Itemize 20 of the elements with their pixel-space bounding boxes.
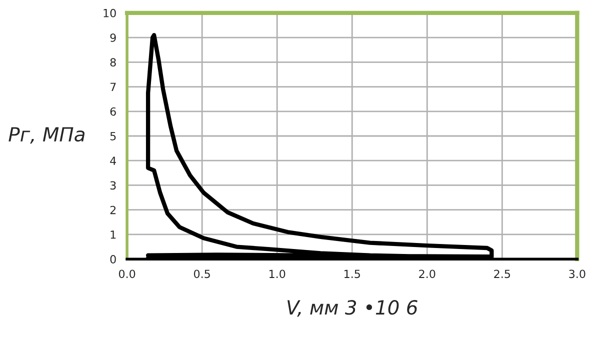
y-tick-label: 0: [110, 255, 116, 264]
x-tick-label: 2.5: [494, 270, 510, 278]
y-tick-label: 9: [110, 34, 116, 42]
y-tick-label: 8: [110, 58, 116, 67]
y-tick-label: 10: [104, 8, 116, 18]
y-tick-label: 5: [110, 132, 116, 140]
x-tick-label: 2.0: [419, 270, 436, 278]
y-tick-label: 3: [110, 181, 116, 190]
x-tick-label: 1.0: [269, 270, 286, 278]
y-tick-label: 7: [110, 82, 116, 91]
y-tick-label: 1: [110, 230, 116, 239]
y-tick-label: 6: [110, 107, 116, 116]
x-tick-label: 0.0: [118, 270, 136, 278]
y-tick-label: 4: [110, 156, 116, 165]
x-tick-label: 0.5: [194, 270, 210, 278]
y-axis-title: Pг, МПа: [8, 127, 84, 144]
x-tick-label: 1.5: [344, 270, 360, 278]
x-axis-title: V, мм 3 •10 6: [288, 300, 418, 317]
y-tick-label: 2: [110, 206, 116, 214]
x-tick-label: 3.0: [569, 270, 586, 278]
